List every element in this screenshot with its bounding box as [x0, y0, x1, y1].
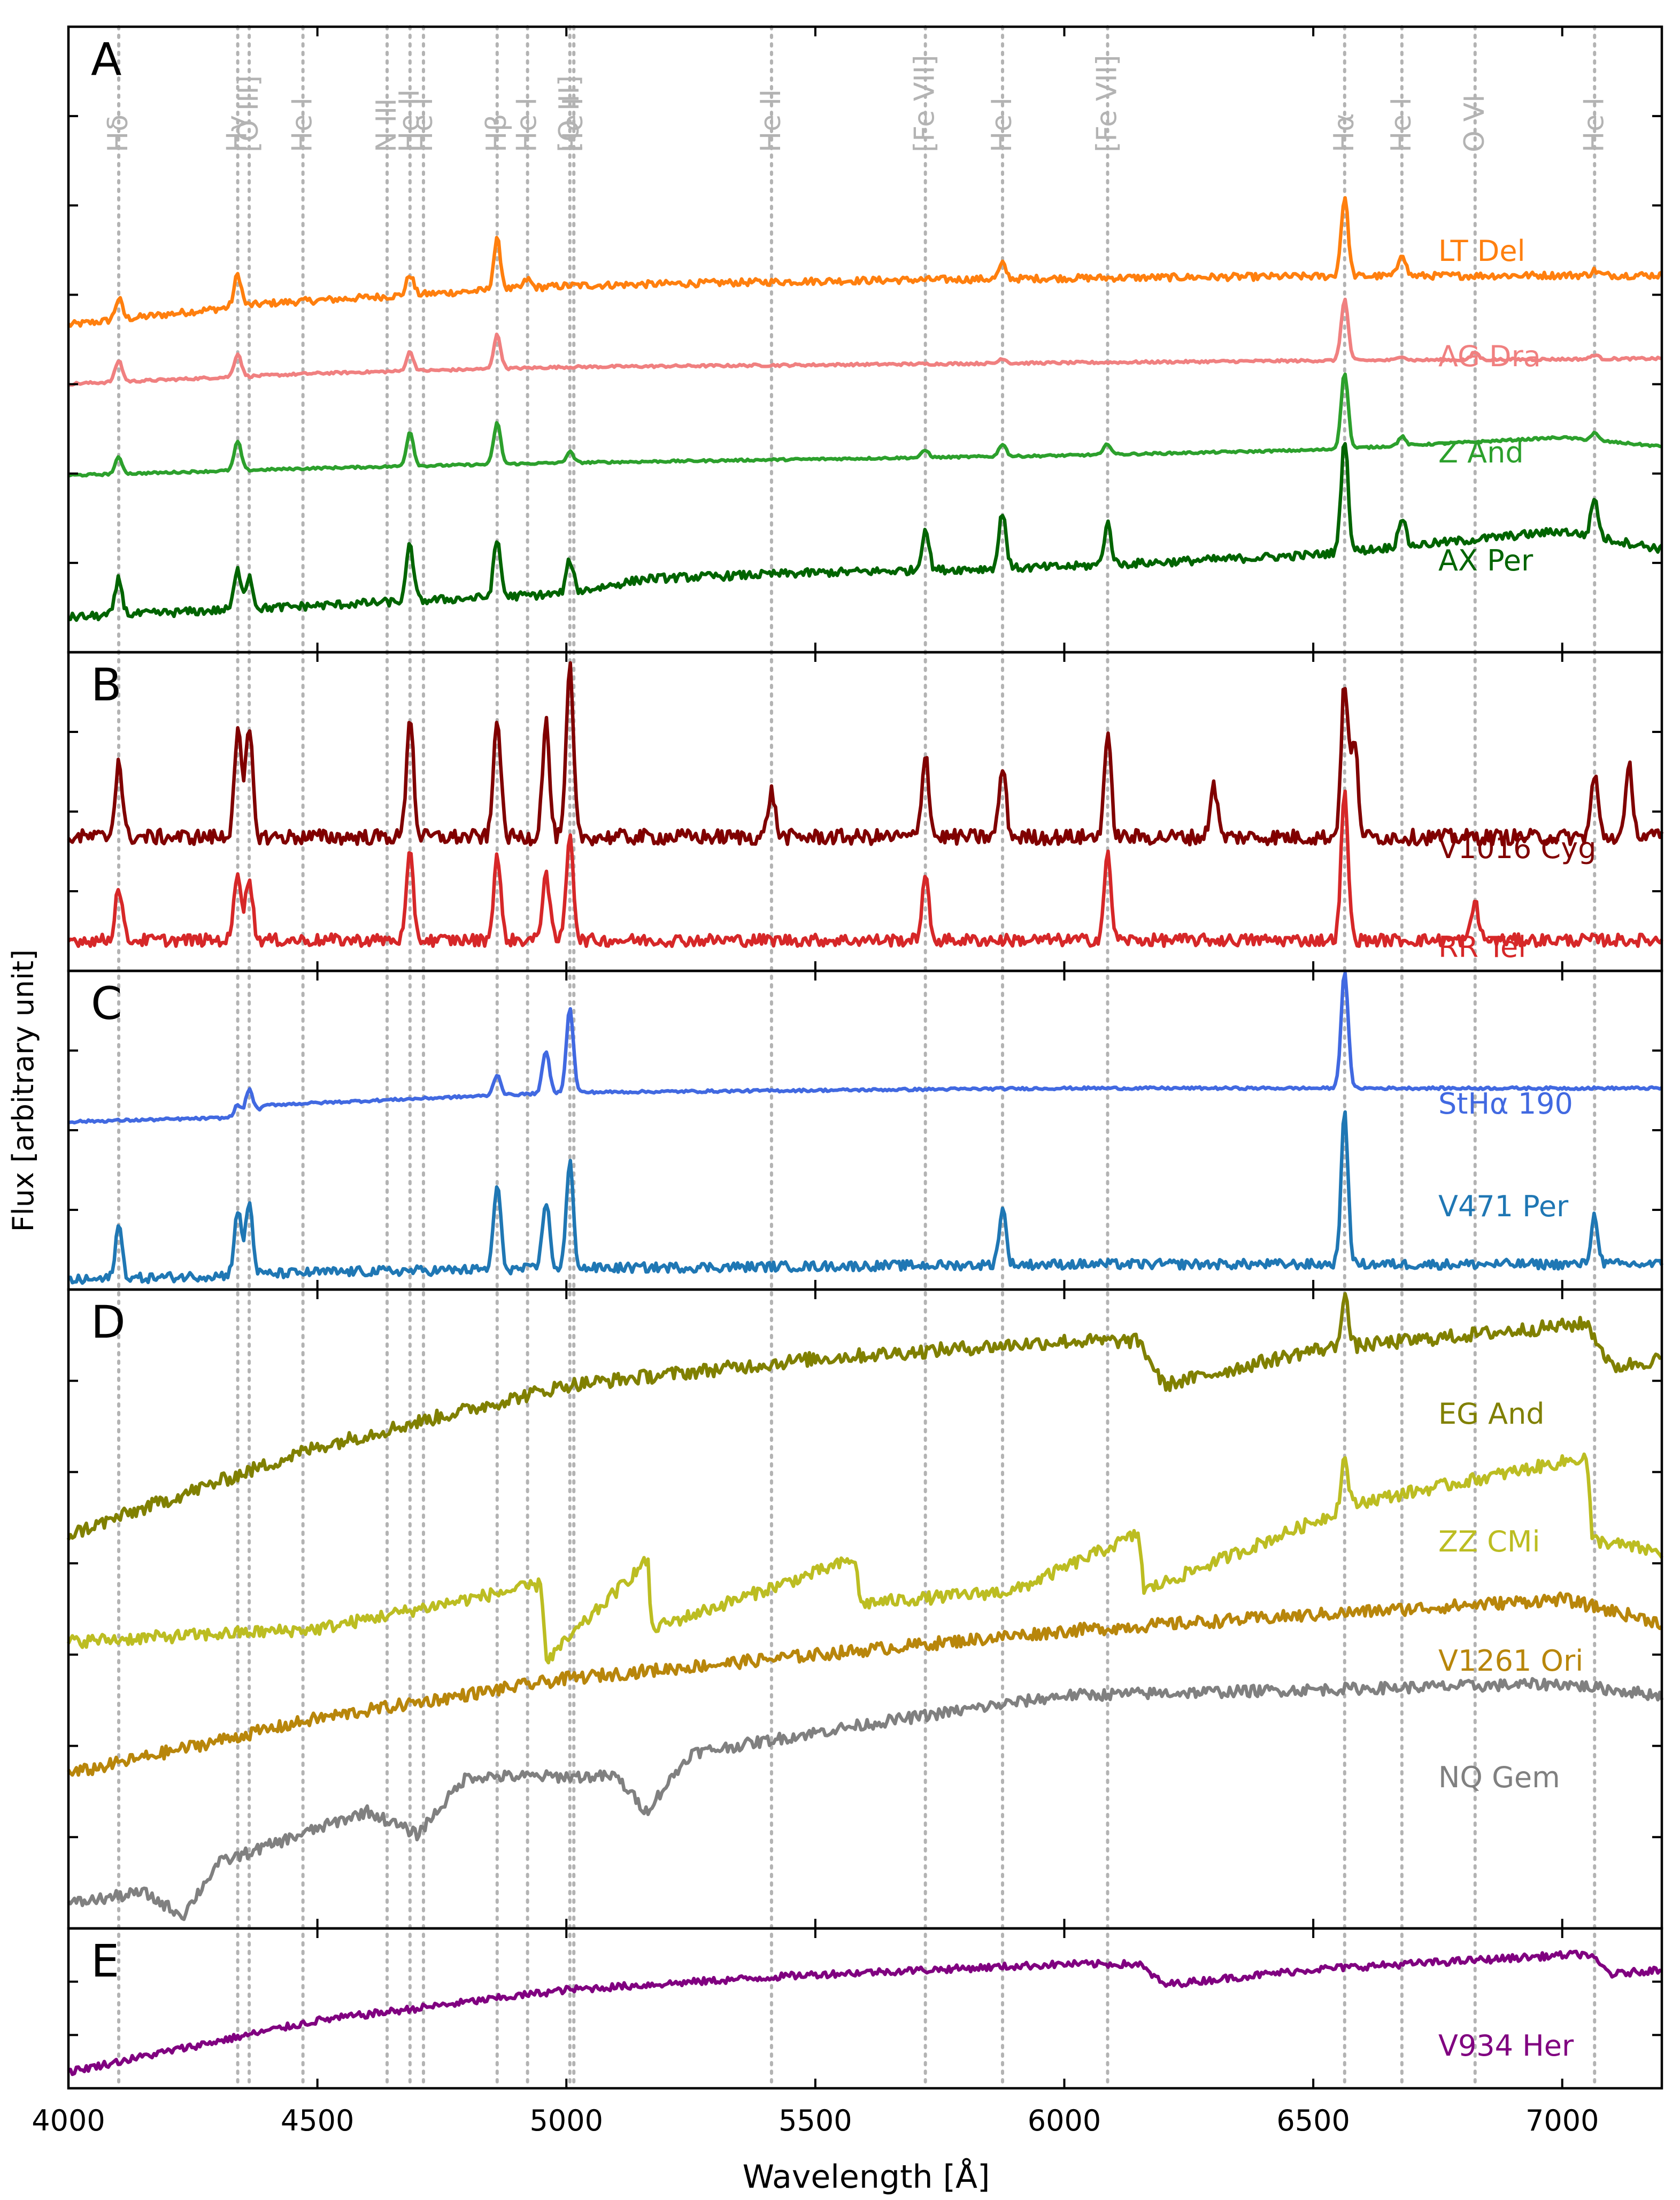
ref-line-label-12: [Fe VII] — [909, 55, 941, 152]
series-label-1-0: V1016 Cyg — [1438, 831, 1596, 865]
series-line-1-1 — [67, 789, 1663, 948]
series-line-4-0 — [67, 1949, 1663, 2077]
ref-line-label-4: N III — [371, 98, 403, 152]
series-line-3-0 — [66, 1292, 1663, 1541]
ref-line-label-5: He II — [394, 89, 426, 152]
series-line-3-1 — [67, 1452, 1663, 1665]
ref-line-label-8: He I — [511, 97, 543, 152]
panel-frame-1 — [67, 651, 1663, 972]
ref-line-label-18: He I — [1578, 97, 1610, 152]
panel-frame-4 — [67, 1927, 1663, 2090]
panel-frame-2 — [67, 969, 1663, 1291]
xtick-label-5: 6500 — [1276, 2104, 1350, 2137]
series-line-0-2 — [68, 372, 1662, 478]
ref-line-label-17: O VI — [1459, 95, 1491, 152]
series-line-0-3 — [68, 442, 1663, 622]
xtick-label-4: 6000 — [1028, 2104, 1101, 2137]
xtick-label-0: 4000 — [32, 2104, 105, 2137]
labels-layer: LT Del AG Dra Z And AX Per A V1016 Cyg RR Tel B… — [32, 33, 1599, 2137]
ref-line-label-11: He II — [755, 89, 787, 152]
series-line-2-0 — [68, 971, 1663, 1125]
series-line-3-3 — [67, 1677, 1664, 1921]
series-label-0-1: AG Dra — [1438, 339, 1541, 373]
series-label-3-3: NQ Gem — [1438, 1761, 1560, 1794]
ref-line-label-6: He I — [407, 97, 439, 152]
series-label-3-2: V1261 Ori — [1438, 1644, 1583, 1678]
xtick-label-2: 5000 — [530, 2104, 603, 2137]
xtick-label-6: 7000 — [1525, 2104, 1599, 2137]
ref-line-label-16: He I — [1385, 97, 1417, 152]
xtick-label-1: 4500 — [281, 2104, 354, 2137]
x-axis-label: Wavelength [Å] — [743, 2158, 990, 2196]
series-label-0-0: LT Del — [1438, 234, 1525, 268]
ref-line-label-7: Hβ — [481, 114, 513, 152]
series-line-2-1 — [68, 1110, 1663, 1285]
panel-frames-layer — [67, 25, 1663, 2090]
ref-line-label-3: He I — [287, 97, 319, 152]
series-label-0-3: AX Per — [1438, 544, 1533, 577]
series-label-2-0: StHα 190 — [1438, 1087, 1573, 1121]
panel-letter-4: E — [91, 1935, 119, 1987]
ref-line-label-10: [O III] — [553, 75, 585, 152]
ref-line-label-0: Hδ — [102, 114, 134, 152]
series-layer — [66, 196, 1664, 2077]
series-line-0-0 — [67, 196, 1663, 328]
ref-line-label-13: He I — [986, 97, 1018, 152]
series-label-2-1: V471 Per — [1438, 1190, 1569, 1223]
series-label-3-0: EG And — [1438, 1397, 1545, 1431]
ref-line-label-2: [O III] — [233, 75, 265, 152]
ref-line-label-15: Hα — [1328, 113, 1360, 152]
series-label-3-1: ZZ CMi — [1438, 1525, 1540, 1558]
panel-letter-2: C — [91, 977, 122, 1030]
panel-letter-1: B — [91, 659, 122, 711]
series-label-0-2: Z And — [1438, 436, 1524, 469]
panel-letter-3: D — [91, 1296, 126, 1348]
series-label-4-0: V934 Her — [1438, 2029, 1574, 2063]
ref-line-label-9: He I — [557, 97, 589, 152]
series-line-1-0 — [67, 661, 1664, 847]
xtick-label-3: 5500 — [779, 2104, 852, 2137]
series-line-3-2 — [67, 1591, 1663, 1777]
series-line-0-1 — [68, 297, 1662, 387]
series-label-1-1: RR Tel — [1438, 930, 1526, 964]
panel-letter-0: A — [91, 33, 121, 86]
y-axis-label: Flux [arbitrary unit] — [6, 950, 40, 1232]
ref-line-label-14: [Fe VII] — [1091, 55, 1123, 152]
